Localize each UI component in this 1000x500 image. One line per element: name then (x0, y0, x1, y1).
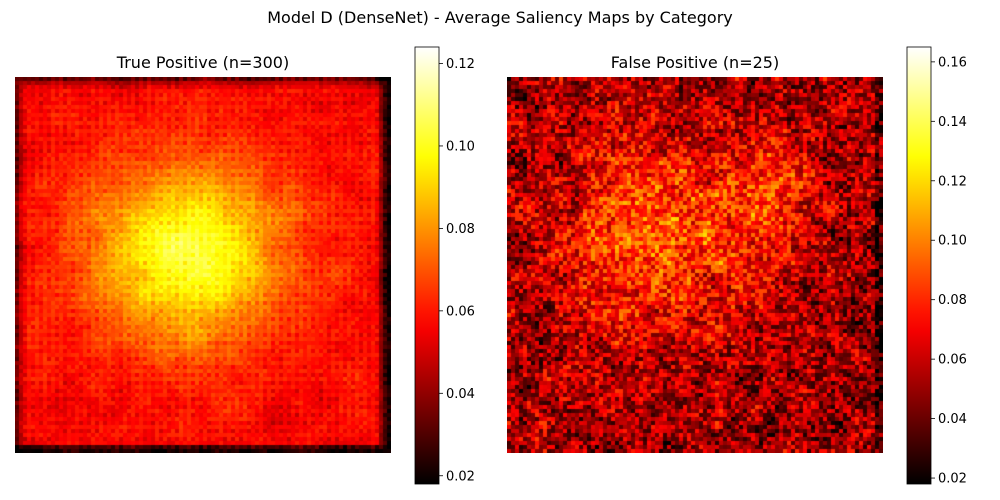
colorbar-tick-label: 0.12 (446, 57, 475, 72)
colorbar-tick-label: 0.16 (938, 55, 967, 70)
colorbar-tick-label: 0.04 (938, 412, 967, 427)
heatmap-title-true-positive: True Positive (n=300) (116, 53, 289, 72)
colorbar-tick-label: 0.06 (938, 353, 967, 368)
panel-true-positive: True Positive (n=300) 0.020.040.060.080.… (15, 46, 475, 485)
colorbar-tick-label: 0.04 (446, 387, 475, 402)
colorbar-tick-label: 0.06 (446, 304, 475, 319)
heatmap-true-positive (15, 77, 391, 453)
colorbar-tick-label: 0.02 (938, 472, 967, 487)
colorbar-true-positive: 0.02 0.04 0.06 0.08 0.10 0.12 (414, 46, 475, 485)
colorbar-tick-label: 0.14 (938, 115, 967, 130)
colorbar-tick-label: 0.10 (938, 234, 967, 249)
colorbar-tick-label: 0.10 (446, 139, 475, 154)
colorbar-gradient (906, 46, 932, 485)
colorbar-tick-label: 0.12 (938, 174, 967, 189)
colorbar-gradient (414, 46, 440, 485)
heatmap-false-positive (507, 77, 883, 453)
figure-suptitle: Model D (DenseNet) - Average Saliency Ma… (267, 8, 733, 27)
colorbar-tick-label: 0.08 (938, 293, 967, 308)
panel-false-positive: False Positive (n=25) 0.020.040.060.080.… (507, 46, 967, 487)
heatmap-title-false-positive: False Positive (n=25) (611, 53, 779, 72)
colorbar-tick-label: 0.08 (446, 222, 475, 237)
colorbar-tick-label: 0.02 (446, 469, 475, 484)
colorbar-false-positive: 0.02 0.04 0.06 0.08 0.10 0.12 0.14 0.16 (906, 46, 967, 487)
